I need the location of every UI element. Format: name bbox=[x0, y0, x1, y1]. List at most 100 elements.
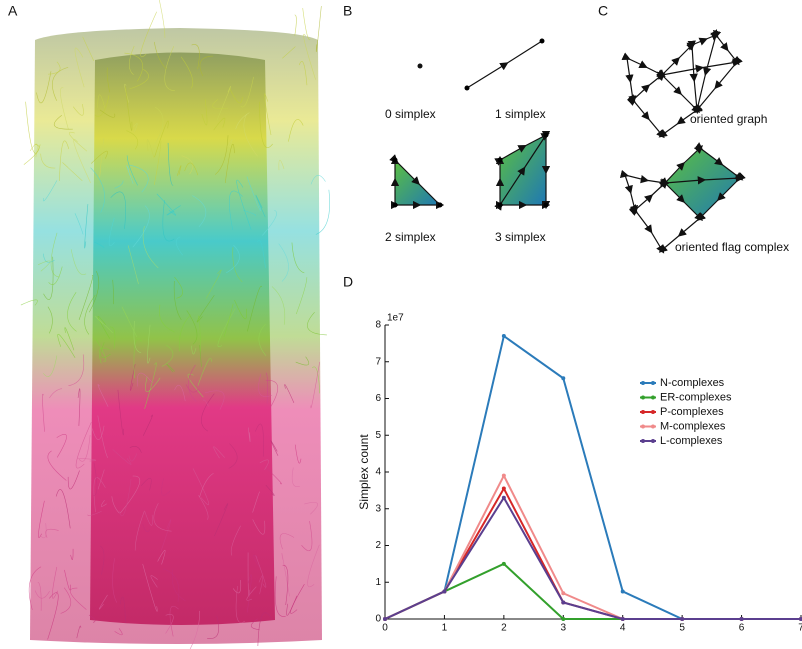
fibre bbox=[258, 323, 267, 356]
fibre bbox=[178, 314, 191, 352]
fibre bbox=[90, 167, 105, 213]
fibre bbox=[212, 99, 229, 109]
x-tick-label: 3 bbox=[561, 623, 567, 634]
fibre bbox=[191, 44, 200, 70]
fibre bbox=[20, 299, 38, 306]
fibre bbox=[29, 143, 38, 158]
fibre bbox=[252, 519, 266, 535]
fibre bbox=[187, 373, 204, 398]
fibre bbox=[230, 525, 241, 556]
legend-marker bbox=[651, 439, 655, 443]
fibre bbox=[180, 56, 194, 89]
fibre bbox=[43, 355, 58, 377]
fibre bbox=[247, 552, 251, 596]
fibre bbox=[174, 276, 183, 299]
fibre bbox=[257, 240, 266, 269]
fibre bbox=[258, 575, 264, 595]
fibre bbox=[243, 209, 257, 216]
fibre bbox=[291, 467, 301, 487]
point bbox=[620, 589, 625, 594]
fibre bbox=[93, 462, 98, 496]
fibre bbox=[191, 345, 197, 355]
fibre bbox=[295, 277, 308, 315]
fibre bbox=[164, 46, 176, 92]
point bbox=[501, 334, 506, 339]
fibre bbox=[51, 566, 58, 599]
point bbox=[799, 617, 802, 621]
fibre bbox=[110, 326, 116, 349]
y-tick-label: 4 bbox=[375, 467, 381, 478]
y-tick-label: 1 bbox=[375, 577, 381, 588]
fibre bbox=[278, 243, 289, 282]
fibre bbox=[205, 269, 222, 299]
fibre bbox=[307, 544, 320, 587]
fibre bbox=[112, 279, 114, 305]
fibre bbox=[42, 393, 45, 432]
fibre bbox=[232, 580, 242, 594]
fibre bbox=[42, 180, 58, 202]
fibre bbox=[55, 489, 71, 529]
fibre bbox=[121, 306, 138, 337]
fibre bbox=[124, 52, 144, 82]
legend-marker bbox=[641, 439, 645, 443]
fibre bbox=[265, 484, 275, 496]
fibre bbox=[142, 414, 153, 436]
fibre bbox=[91, 425, 105, 440]
point bbox=[561, 600, 566, 605]
simplex-label: 1 simplex bbox=[495, 107, 546, 121]
fibre bbox=[167, 142, 174, 186]
fibre bbox=[252, 491, 260, 513]
fibre bbox=[140, 11, 157, 58]
fibre bbox=[302, 8, 311, 41]
fibre bbox=[88, 614, 96, 623]
fibre bbox=[301, 521, 313, 551]
fibre bbox=[307, 311, 327, 336]
legend-marker bbox=[641, 381, 645, 385]
fibre bbox=[47, 306, 53, 334]
fibre bbox=[50, 232, 60, 278]
fibre bbox=[60, 587, 72, 614]
fibre bbox=[76, 625, 82, 639]
fibre bbox=[56, 434, 67, 458]
fibre bbox=[197, 357, 212, 386]
fibre bbox=[70, 249, 87, 275]
legend-marker bbox=[641, 410, 645, 414]
point bbox=[561, 376, 566, 381]
fibre bbox=[153, 41, 167, 70]
fibre bbox=[290, 584, 305, 614]
point bbox=[739, 617, 744, 621]
fibre bbox=[270, 440, 279, 456]
fibre bbox=[82, 36, 94, 61]
fibre bbox=[52, 67, 69, 101]
fibre bbox=[140, 477, 152, 491]
fibre bbox=[117, 389, 124, 436]
fibre bbox=[304, 502, 318, 515]
fibre bbox=[112, 449, 132, 465]
legend-marker bbox=[641, 424, 645, 429]
fibre bbox=[192, 468, 210, 506]
fibre bbox=[67, 292, 77, 332]
fibre bbox=[100, 342, 111, 358]
fibre bbox=[159, 0, 166, 38]
fibre bbox=[294, 444, 302, 464]
fibre bbox=[199, 345, 202, 367]
panel-label: D bbox=[343, 274, 353, 290]
fibre bbox=[298, 61, 308, 86]
fibre bbox=[142, 226, 159, 269]
fibre bbox=[243, 113, 258, 157]
fibre bbox=[43, 253, 55, 263]
fibre bbox=[173, 280, 182, 321]
fibre bbox=[157, 549, 166, 565]
fibre bbox=[201, 99, 208, 126]
fibre bbox=[134, 511, 145, 551]
fibre bbox=[100, 500, 107, 507]
series-line bbox=[384, 473, 801, 620]
fibre bbox=[23, 144, 40, 165]
fibre bbox=[153, 140, 162, 186]
fibre bbox=[48, 61, 61, 75]
fibre bbox=[258, 373, 272, 397]
fibre bbox=[228, 190, 243, 230]
fibre bbox=[264, 93, 272, 136]
fibre bbox=[217, 308, 236, 348]
fibre bbox=[119, 596, 126, 623]
